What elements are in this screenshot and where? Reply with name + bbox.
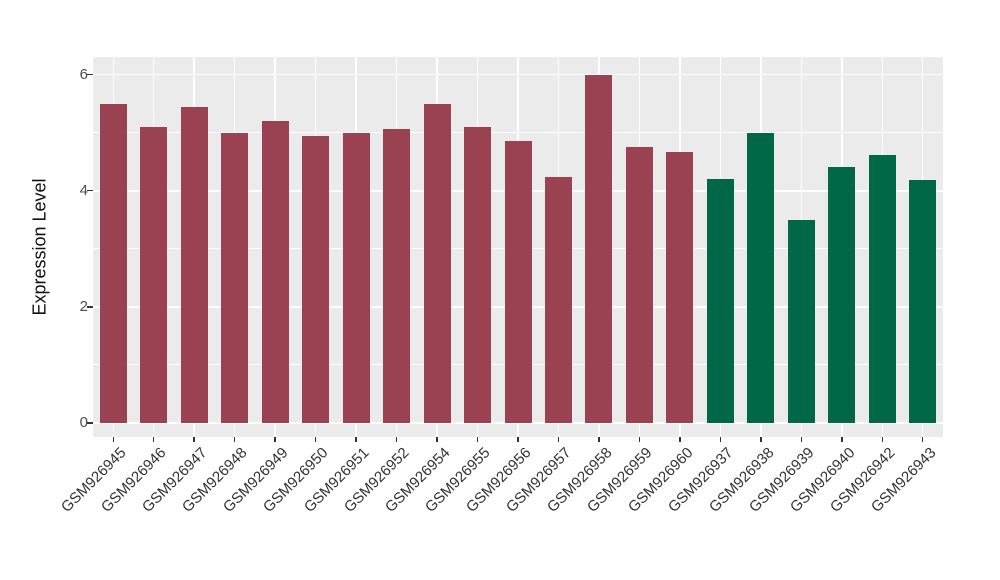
x-tick-GSM926951 (355, 437, 357, 442)
x-tick-GSM926945 (112, 437, 114, 442)
y-axis-title: Expression Level (29, 178, 50, 316)
y-tick-label-0: 0 (79, 414, 88, 431)
bar-GSM926946 (140, 127, 168, 423)
bar-GSM926942 (868, 155, 896, 423)
y-tick-2 (87, 306, 93, 308)
x-tick-GSM926956 (517, 437, 519, 442)
bar-GSM926960 (666, 152, 694, 423)
x-tick-GSM926947 (193, 437, 195, 442)
x-tick-GSM926960 (679, 437, 681, 442)
plot-panel (93, 57, 943, 437)
bar-GSM926952 (383, 129, 411, 423)
x-tick-GSM926958 (598, 437, 600, 442)
x-tick-GSM926942 (881, 437, 883, 442)
x-tick-GSM926948 (233, 437, 236, 442)
y-tick-4 (87, 190, 93, 192)
x-tick-GSM926955 (476, 437, 479, 442)
x-tick-GSM926954 (436, 437, 438, 442)
y-tick-label-6: 6 (79, 65, 88, 83)
x-tick-GSM926959 (638, 437, 641, 442)
x-tick-GSM926957 (557, 437, 560, 442)
x-tick-GSM926950 (314, 437, 317, 442)
x-tick-GSM926952 (395, 437, 398, 442)
bar-GSM926938 (747, 132, 775, 423)
x-tick-GSM926938 (760, 437, 762, 442)
x-tick-GSM926937 (719, 437, 722, 442)
bar-GSM926948 (221, 132, 249, 423)
y-tick-label-4: 4 (79, 181, 88, 199)
bar-GSM926959 (625, 147, 653, 423)
x-tick-GSM926939 (800, 437, 803, 442)
x-tick-GSM926946 (153, 437, 155, 442)
bar-GSM926949 (261, 121, 289, 423)
bar-GSM926947 (180, 106, 208, 423)
y-tick-0 (87, 422, 93, 424)
x-tick-GSM926949 (274, 437, 276, 442)
y-tick-6 (87, 73, 93, 76)
bar-GSM926954 (423, 103, 451, 423)
bar-GSM926943 (909, 179, 937, 423)
bar-GSM926951 (342, 132, 370, 423)
y-tick-label-2: 2 (79, 297, 88, 315)
bar-GSM926937 (706, 178, 734, 423)
bar-GSM926940 (828, 166, 856, 423)
bar-GSM926957 (544, 177, 572, 423)
bar-GSM926958 (585, 74, 613, 423)
bar-GSM926955 (464, 127, 492, 423)
bar-GSM926939 (787, 219, 815, 423)
bar-GSM926950 (302, 136, 330, 423)
x-tick-GSM926940 (841, 437, 843, 442)
bar-GSM926945 (99, 103, 127, 423)
bar-GSM926956 (504, 140, 532, 423)
x-tick-GSM926943 (922, 437, 924, 442)
